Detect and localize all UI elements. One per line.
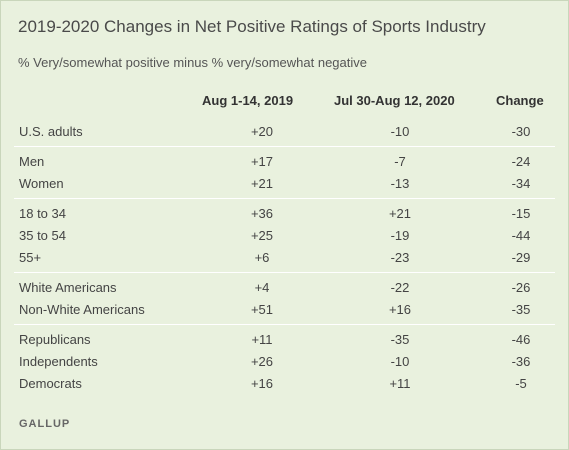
table-group: Men +17 -7 -24 Women +21 -13 -34 xyxy=(14,146,555,198)
row-label: Democrats xyxy=(19,376,82,391)
value-change: -34 xyxy=(511,176,531,191)
value-2020: +21 xyxy=(388,206,412,221)
value-2020: -13 xyxy=(390,176,410,191)
table-body: U.S. adults +20 -10 -30 Men +17 -7 -24 Women +21 -… xyxy=(0,117,569,398)
table-group: Republicans +11 -35 -46 Independents +26 -10 -3… xyxy=(14,324,555,398)
value-2019: +16 xyxy=(250,376,274,391)
table-group: 18 to 34 +36 +21 -15 35 to 54 +25 -19 -44 55+ +6 -… xyxy=(14,198,555,272)
table-group: White Americans +4 -22 -26 Non-White America… xyxy=(14,272,555,324)
value-2020: -7 xyxy=(394,154,406,169)
value-change: -15 xyxy=(511,206,531,221)
table-row: 35 to 54 +25 -19 -44 xyxy=(14,225,555,247)
value-change: -26 xyxy=(511,280,531,295)
row-label: Independents xyxy=(19,354,98,369)
table-row: Independents +26 -10 -36 xyxy=(14,351,555,373)
table-row: White Americans +4 -22 -26 xyxy=(14,277,555,299)
value-2020: -10 xyxy=(390,354,410,369)
value-2020: -23 xyxy=(390,250,410,265)
value-change: -36 xyxy=(511,354,531,369)
row-label: Non-White Americans xyxy=(19,302,145,317)
table-row: 18 to 34 +36 +21 -15 xyxy=(14,203,555,225)
value-2020: -10 xyxy=(390,124,410,139)
value-2020: -22 xyxy=(390,280,410,295)
table-row: 55+ +6 -23 -29 xyxy=(14,247,555,269)
column-header-2020: Jul 30-Aug 12, 2020 xyxy=(334,93,455,108)
row-label: Women xyxy=(19,176,64,191)
page-subtitle: % Very/somewhat positive minus % very/so… xyxy=(18,55,367,70)
column-header-change: Change xyxy=(496,93,544,108)
table-header: Aug 1-14, 2019 Jul 30-Aug 12, 2020 Chang… xyxy=(0,86,569,117)
table-row: Democrats +16 +11 -5 xyxy=(14,373,555,395)
value-2019: +21 xyxy=(250,176,274,191)
value-change: -5 xyxy=(515,376,527,391)
value-2020: +16 xyxy=(388,302,412,317)
value-2019: +11 xyxy=(251,332,273,347)
table-row: Women +21 -13 -34 xyxy=(14,173,555,195)
value-2019: +17 xyxy=(250,154,274,169)
row-label: Republicans xyxy=(19,332,91,347)
row-label: 35 to 54 xyxy=(19,228,66,243)
page-title: 2019-2020 Changes in Net Positive Rating… xyxy=(18,17,486,36)
table-row: Men +17 -7 -24 xyxy=(14,151,555,173)
value-2019: +26 xyxy=(250,354,274,369)
source-label: GALLUP xyxy=(19,418,71,430)
row-label: Men xyxy=(19,154,45,169)
value-2019: +4 xyxy=(254,280,270,295)
column-header-2019: Aug 1-14, 2019 xyxy=(202,93,294,108)
value-2019: +51 xyxy=(250,302,274,317)
row-label: U.S. adults xyxy=(19,124,83,139)
value-2019: +6 xyxy=(254,250,270,265)
row-label: 55+ xyxy=(19,250,42,265)
value-2019: +20 xyxy=(250,124,274,139)
table-row: Republicans +11 -35 -46 xyxy=(14,329,555,351)
value-2020: -35 xyxy=(390,332,410,347)
value-change: -35 xyxy=(511,302,531,317)
value-change: -30 xyxy=(511,124,531,139)
value-2019: +25 xyxy=(250,228,274,243)
table-row: Non-White Americans +51 +16 -35 xyxy=(14,299,555,321)
ratings-table: Aug 1-14, 2019 Jul 30-Aug 12, 2020 Chang… xyxy=(0,86,569,398)
value-change: -29 xyxy=(511,250,531,265)
table-row: U.S. adults +20 -10 -30 xyxy=(14,121,555,143)
value-change: -24 xyxy=(511,154,531,169)
value-change: -44 xyxy=(511,228,531,243)
value-2020: -19 xyxy=(390,228,410,243)
value-2019: +36 xyxy=(250,206,274,221)
table-group: U.S. adults +20 -10 -30 xyxy=(14,117,555,146)
value-change: -46 xyxy=(511,332,531,347)
row-label: White Americans xyxy=(19,280,117,295)
value-2020: +11 xyxy=(389,376,411,391)
row-label: 18 to 34 xyxy=(19,206,66,221)
